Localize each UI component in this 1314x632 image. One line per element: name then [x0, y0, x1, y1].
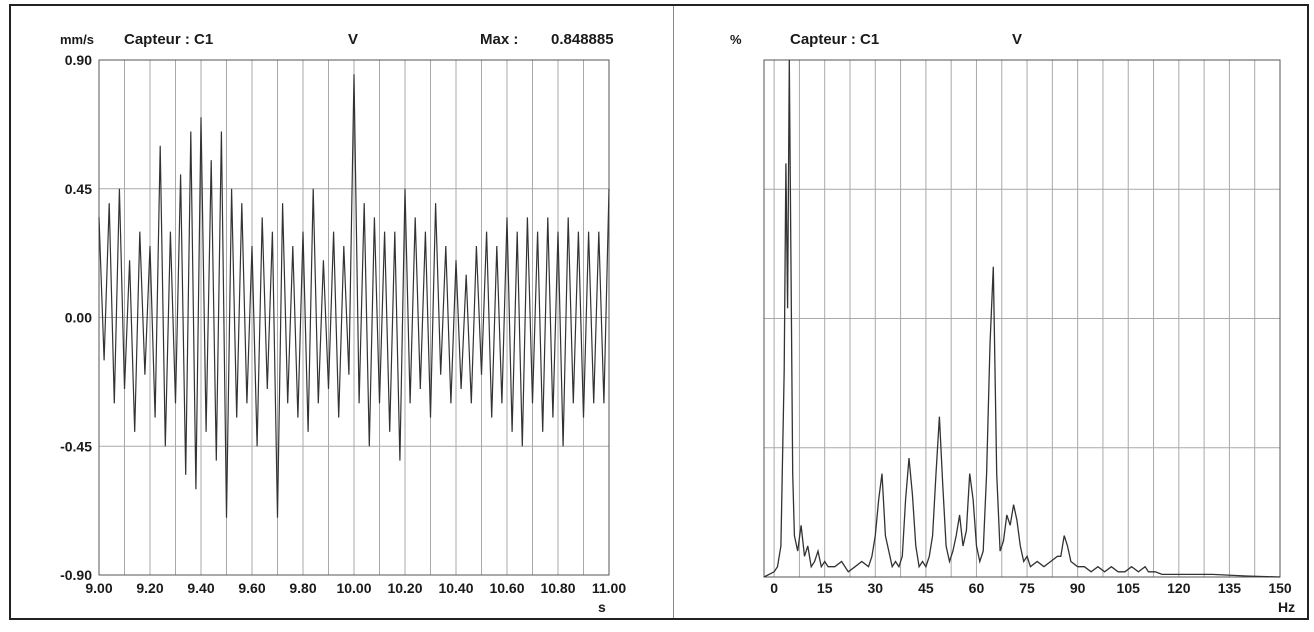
right-xlabel: Hz — [1278, 599, 1295, 615]
x-tick-label: 0 — [770, 580, 778, 596]
x-tick-label: 15 — [817, 580, 833, 596]
left-max-label: Max : — [480, 31, 518, 48]
x-tick-label: 11.00 — [592, 580, 626, 596]
left-ylabel: mm/s — [60, 32, 94, 47]
panel-divider — [673, 6, 674, 618]
x-tick-label: 105 — [1117, 580, 1141, 596]
y-tick-label: -0.90 — [60, 567, 92, 583]
x-tick-label: 60 — [969, 580, 985, 596]
x-tick-label: 75 — [1019, 580, 1035, 596]
x-tick-label: 30 — [868, 580, 884, 596]
x-tick-label: 9.20 — [136, 580, 163, 596]
x-tick-label: 45 — [918, 580, 934, 596]
left-xlabel: s — [598, 599, 606, 615]
left-component: V — [348, 31, 358, 48]
time-signal-chart: 0.90 0.45 0.00 -0.45 -0.909.00 9.20 9.40 9.60 9.… — [60, 52, 626, 596]
x-tick-label: 10.20 — [387, 580, 422, 596]
right-ylabel: % — [730, 32, 742, 47]
x-tick-label: 120 — [1167, 580, 1191, 596]
y-tick-label: 0.45 — [65, 181, 92, 197]
x-tick-label: 10.60 — [489, 580, 524, 596]
y-tick-label: -0.45 — [60, 438, 92, 454]
x-tick-label: 9.60 — [238, 580, 265, 596]
x-tick-label: 10.80 — [540, 580, 575, 596]
x-tick-label: 9.40 — [187, 580, 214, 596]
x-tick-label: 10.00 — [336, 580, 371, 596]
spectrum-series-line — [763, 59, 1281, 578]
signal-series-line — [98, 74, 610, 518]
y-tick-label: 0.00 — [65, 310, 92, 326]
plot-border — [763, 59, 1281, 578]
x-tick-label: 135 — [1218, 580, 1242, 596]
x-tick-label: 150 — [1268, 580, 1292, 596]
x-tick-label: 90 — [1070, 580, 1086, 596]
left-title: Capteur : C1 — [124, 31, 213, 48]
left-max-value: 0.848885 — [551, 31, 614, 48]
right-title: Capteur : C1 — [790, 31, 879, 48]
plot-border — [98, 59, 610, 576]
chart-frame — [9, 4, 1309, 620]
x-tick-label: 9.80 — [289, 580, 316, 596]
x-tick-label: 9.00 — [85, 580, 112, 596]
y-tick-label: 0.90 — [65, 52, 92, 68]
right-component: V — [1012, 31, 1022, 48]
x-tick-label: 10.40 — [438, 580, 473, 596]
spectrum-chart: 0 15 30 45 60 75 90 105 120 135 150 — [763, 59, 1292, 596]
